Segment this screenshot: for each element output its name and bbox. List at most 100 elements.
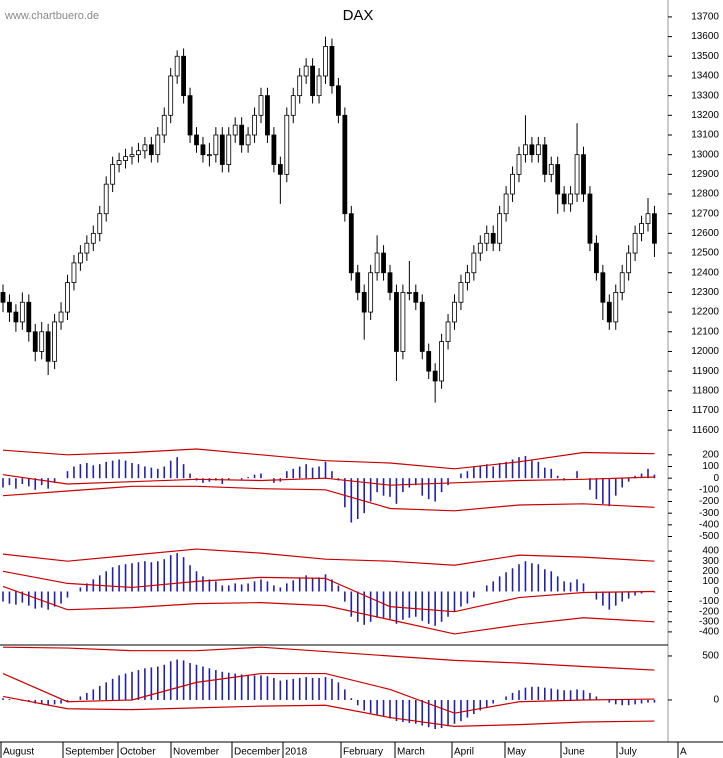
candle-body [310, 65, 316, 97]
candle-body [381, 252, 386, 274]
y-tick-label: 300 [702, 556, 719, 567]
candle-body [155, 134, 161, 156]
band-line [2, 672, 655, 714]
y-tick-label: 11600 [692, 425, 720, 436]
candle-body [439, 341, 445, 382]
y-tick-label: 13400 [691, 71, 719, 82]
y-tick-label: 12300 [691, 287, 719, 298]
y-tick-label: 12900 [691, 169, 719, 180]
candle-body [581, 154, 586, 195]
candle-body [290, 95, 296, 116]
y-tick-label: 400 [702, 546, 719, 557]
y-tick-label: 100 [702, 576, 719, 587]
candle-body [52, 321, 57, 362]
y-tick-label: 13200 [691, 110, 719, 121]
candle-body [97, 213, 103, 234]
candle-body [200, 144, 206, 156]
x-tick-label: December [234, 747, 281, 758]
candle-body [484, 232, 490, 244]
candle-body [374, 252, 380, 274]
candle-body [26, 301, 32, 333]
candle-body [606, 301, 612, 323]
candle-body [277, 164, 283, 175]
y-tick-label: 13700 [691, 12, 719, 23]
candle-body [136, 150, 141, 156]
candle-body [464, 272, 470, 283]
x-tick-label: April [454, 747, 474, 758]
y-tick-label: 13600 [691, 31, 719, 42]
candle-body [148, 144, 154, 156]
y-tick-label: -400 [699, 519, 719, 530]
band-line [2, 695, 655, 727]
candle-body [7, 301, 12, 313]
candle-body [561, 193, 567, 205]
candle-body [574, 154, 580, 195]
candle-body [568, 193, 573, 205]
y-tick-label: -100 [699, 596, 719, 607]
candle-body [316, 75, 322, 97]
y-tick-label: 0 [713, 695, 719, 706]
candle-body [652, 213, 657, 244]
candle-body [84, 242, 90, 254]
y-tick-label: 12100 [691, 326, 719, 337]
y-tick-label: 11800 [692, 385, 720, 396]
candle-body [497, 213, 503, 244]
candle-body [432, 370, 438, 382]
y-tick-label: 12600 [691, 228, 719, 239]
y-tick-label: -300 [699, 616, 719, 627]
band-line [2, 570, 655, 613]
candle-body [265, 95, 270, 136]
candle-body [542, 144, 548, 175]
candle-body [477, 242, 483, 254]
candle-body [32, 331, 38, 352]
y-tick-label: 13500 [691, 51, 719, 62]
candle-body [510, 173, 515, 195]
y-tick-label: 200 [702, 566, 719, 577]
candle-body [284, 114, 290, 175]
x-tick-label: October [120, 747, 156, 758]
y-tick-label: -200 [699, 606, 719, 617]
candle-body [445, 321, 451, 343]
y-tick-label: -200 [699, 496, 719, 507]
chart-title: DAX [343, 7, 374, 24]
candle-body [413, 292, 419, 303]
y-tick-label: 200 [702, 449, 719, 460]
candle-body [181, 55, 187, 97]
candle-body [110, 164, 116, 185]
candle-body [548, 164, 554, 175]
candle-body [645, 213, 651, 224]
candle-body [13, 311, 19, 323]
candle-body [335, 85, 341, 116]
x-tick-label: July [619, 747, 637, 758]
y-tick-label: 12500 [691, 248, 719, 259]
candle-body [58, 311, 64, 323]
candle-body [342, 114, 348, 215]
y-tick-label: 11700 [692, 405, 720, 416]
candle-body [71, 262, 77, 283]
y-tick-label: 12800 [691, 189, 719, 200]
candle-body [206, 154, 212, 157]
band-line [2, 548, 655, 566]
candle-body [129, 154, 135, 158]
y-tick-label: 13000 [691, 149, 719, 160]
candle-body [394, 292, 399, 352]
candle-body [45, 331, 51, 362]
y-tick-label: 0 [713, 586, 719, 597]
candle-body [632, 232, 638, 254]
y-tick-label: 0 [713, 473, 719, 484]
candle-body [523, 144, 528, 156]
candle-body [142, 144, 148, 152]
y-tick-label: -500 [699, 531, 719, 542]
candle-body [161, 114, 167, 136]
band-line [2, 585, 655, 635]
candle-body [458, 282, 464, 303]
candle-body [297, 75, 303, 97]
candle-body [348, 213, 354, 274]
band-line [2, 474, 655, 486]
x-tick-label: February [343, 747, 383, 758]
candle-body [187, 95, 193, 136]
candle-body [452, 301, 457, 323]
candle-body [535, 144, 541, 156]
candle-body [529, 144, 535, 156]
